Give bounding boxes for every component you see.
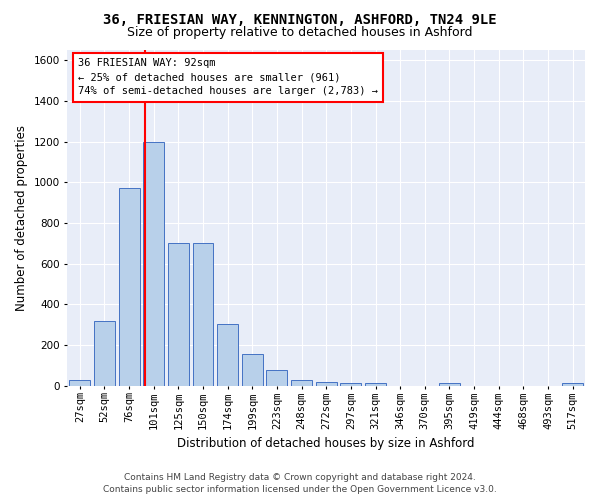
Text: Size of property relative to detached houses in Ashford: Size of property relative to detached ho… [127, 26, 473, 39]
Bar [69, 380, 90, 386]
Bar [168, 243, 189, 386]
Bar [439, 382, 460, 386]
X-axis label: Distribution of detached houses by size in Ashford: Distribution of detached houses by size … [178, 437, 475, 450]
Bar [562, 382, 583, 386]
Bar [119, 188, 140, 386]
Bar [291, 380, 312, 386]
Text: Contains HM Land Registry data © Crown copyright and database right 2024.
Contai: Contains HM Land Registry data © Crown c… [103, 473, 497, 494]
Bar [316, 382, 337, 386]
Text: 36, FRIESIAN WAY, KENNINGTON, ASHFORD, TN24 9LE: 36, FRIESIAN WAY, KENNINGTON, ASHFORD, T… [103, 12, 497, 26]
Text: 36 FRIESIAN WAY: 92sqm
← 25% of detached houses are smaller (961)
74% of semi-de: 36 FRIESIAN WAY: 92sqm ← 25% of detached… [78, 58, 378, 96]
Bar [94, 320, 115, 386]
Bar [193, 243, 214, 386]
Bar [266, 370, 287, 386]
Y-axis label: Number of detached properties: Number of detached properties [15, 125, 28, 311]
Bar [340, 382, 361, 386]
Bar [365, 382, 386, 386]
Bar [242, 354, 263, 386]
Bar [217, 324, 238, 386]
Bar [143, 142, 164, 386]
